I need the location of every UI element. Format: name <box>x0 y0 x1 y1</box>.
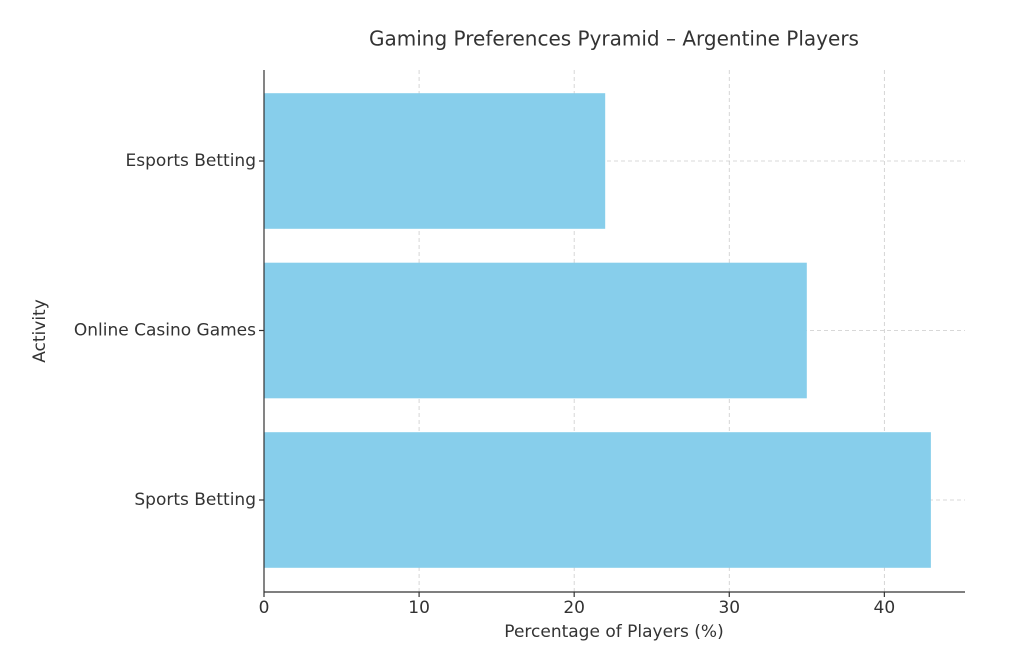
x-axis-label: Percentage of Players (%) <box>504 622 723 642</box>
y-tick-label: Sports Betting <box>134 490 256 510</box>
y-tick-label: Online Casino Games <box>74 321 256 341</box>
x-tick-label: 0 <box>259 598 270 618</box>
chart-title: Gaming Preferences Pyramid – Argentine P… <box>369 27 859 51</box>
bar <box>264 432 931 568</box>
y-tick-label: Esports Betting <box>126 151 256 171</box>
x-tick-label: 30 <box>718 598 740 618</box>
x-tick-label: 40 <box>874 598 896 618</box>
x-tick-label: 20 <box>563 598 585 618</box>
bar <box>264 262 807 399</box>
x-tick-label: 10 <box>408 598 430 618</box>
bar <box>264 93 606 229</box>
y-axis-label: Activity <box>30 299 50 363</box>
